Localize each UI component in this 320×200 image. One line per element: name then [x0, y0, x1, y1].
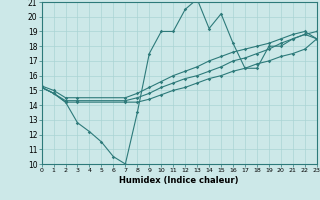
- X-axis label: Humidex (Indice chaleur): Humidex (Indice chaleur): [119, 176, 239, 185]
